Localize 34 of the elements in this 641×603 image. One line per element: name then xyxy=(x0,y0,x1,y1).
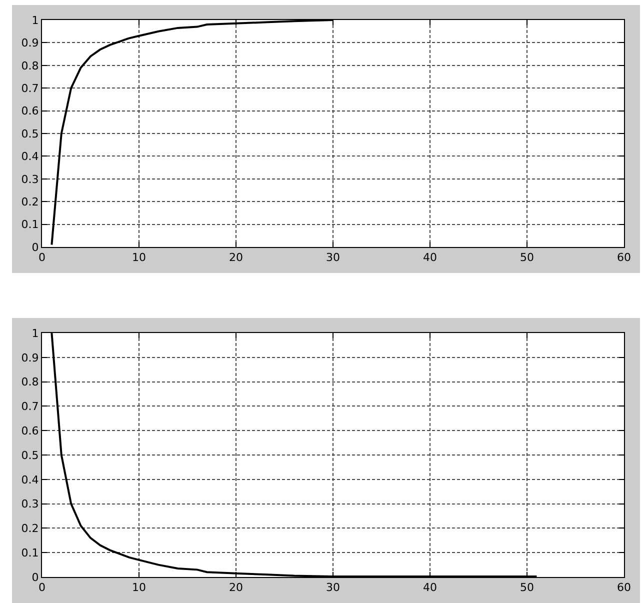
y-tick-label: 0.7 xyxy=(21,82,39,95)
y-tick-label: 0.3 xyxy=(21,172,39,186)
x-tick-label: 30 xyxy=(326,581,340,594)
x-tick-label: 50 xyxy=(520,251,534,264)
x-tick-label: 40 xyxy=(423,581,437,594)
y-tick-label: 0.6 xyxy=(21,424,39,438)
y-tick-label: 0.2 xyxy=(21,195,39,208)
y-tick-label: 0.1 xyxy=(21,546,39,560)
x-tick-label: 30 xyxy=(326,251,340,264)
y-tick-label: 0.7 xyxy=(21,400,39,414)
x-tick-label: 10 xyxy=(132,581,146,594)
y-tick-label: 0.2 xyxy=(21,522,39,536)
y-tick-label: 0.9 xyxy=(21,351,39,364)
y-tick-label: 0.9 xyxy=(21,36,39,50)
y-tick-label: 0.8 xyxy=(21,376,39,389)
x-tick-label: 60 xyxy=(617,251,631,264)
y-tick-label: 0.6 xyxy=(21,104,39,118)
y-tick-label: 0 xyxy=(32,570,39,584)
y-tick-label: 0.8 xyxy=(21,59,39,72)
y-tick-label: 0.4 xyxy=(21,150,39,164)
y-tick-label: 1 xyxy=(32,326,39,340)
x-tick-label: 40 xyxy=(423,251,437,264)
y-tick-label: 0.5 xyxy=(21,127,39,140)
y-tick-label: 0 xyxy=(32,240,39,254)
x-tick-label: 10 xyxy=(132,251,146,264)
y-tick-label: 0.3 xyxy=(21,498,39,511)
y-tick-label: 0.4 xyxy=(21,473,39,486)
x-tick-label: 60 xyxy=(617,581,631,594)
y-tick-label: 0.5 xyxy=(21,448,39,462)
y-tick-label: 0.1 xyxy=(21,218,39,232)
y-tick-label: 1 xyxy=(32,14,39,27)
x-tick-label: 20 xyxy=(229,581,243,594)
x-tick-label: 50 xyxy=(520,581,534,594)
x-tick-label: 20 xyxy=(229,251,243,264)
